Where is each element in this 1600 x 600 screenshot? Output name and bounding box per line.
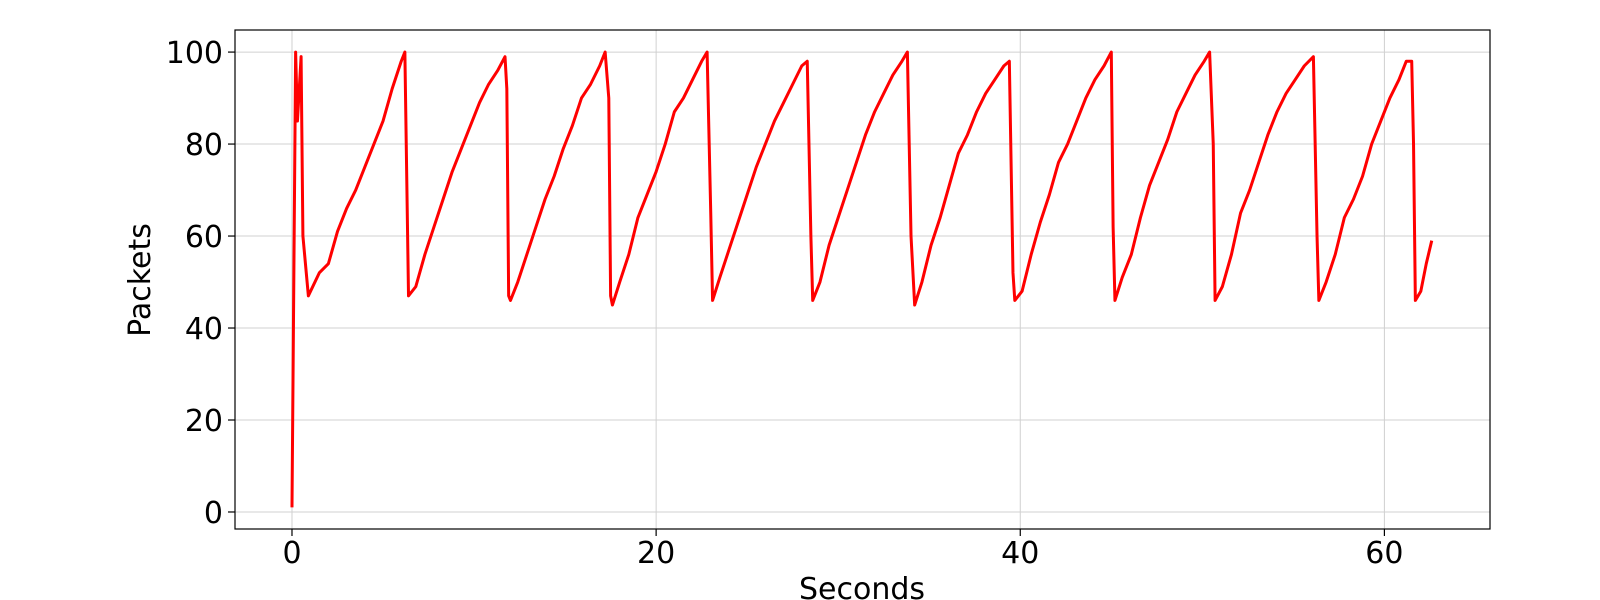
x-tick-label: 0 [282,536,301,571]
plot-frame [234,29,1491,530]
y-tick-label: 100 [166,36,223,71]
x-axis-label: Seconds [799,572,925,600]
y-tick-label: 80 [185,128,223,163]
y-tick-label: 0 [204,496,223,531]
y-tick-label: 60 [185,220,223,255]
y-tick-label: 20 [185,404,223,439]
x-tick-label: 60 [1365,536,1403,571]
y-axis-label: Packets [123,223,158,337]
x-tick-label: 40 [1001,536,1039,571]
x-tick-label: 20 [637,536,675,571]
y-tick-label: 40 [185,312,223,347]
data-line [290,50,1434,508]
